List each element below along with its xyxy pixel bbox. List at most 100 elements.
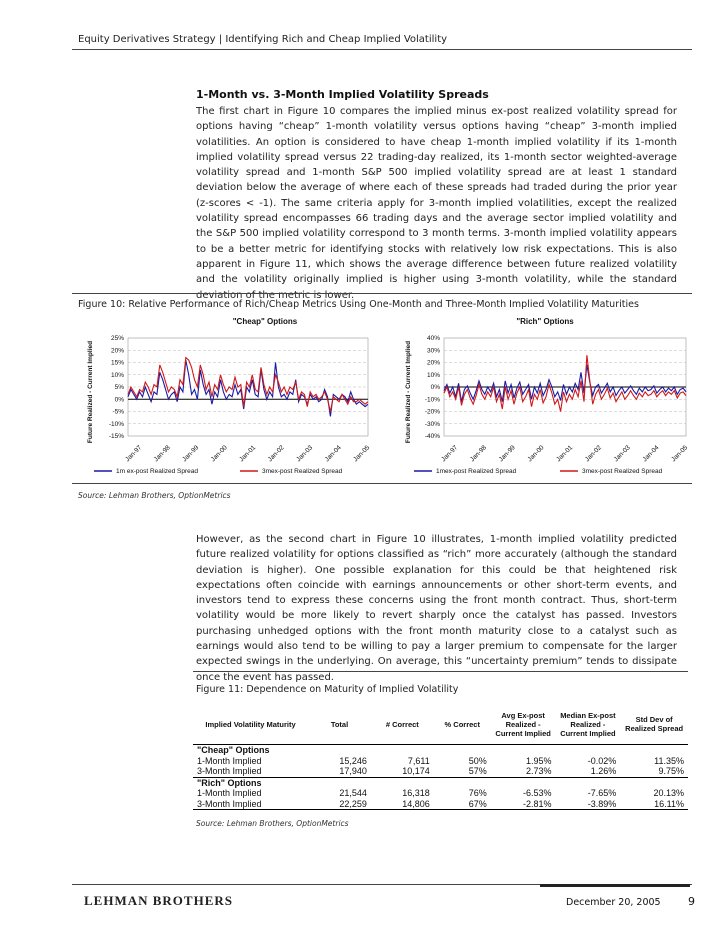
y-tick-label: 0% bbox=[115, 396, 125, 403]
legend-label: 3mex-post Realized Spread bbox=[262, 468, 343, 475]
col-header: Total bbox=[330, 719, 349, 729]
cell-pct-correct: 76% bbox=[468, 788, 487, 798]
footer-accent-bar bbox=[540, 884, 690, 887]
figure-10-caption: Figure 10: Relative Performance of Rich/… bbox=[78, 299, 639, 310]
table-header-row: Implied Volatility Maturity Total # Corr… bbox=[193, 704, 688, 745]
table-row: 1-Month Implied 21,544 16,318 76% -6.53%… bbox=[193, 788, 688, 799]
figure-11-rule bbox=[193, 671, 688, 672]
lehman-brothers-logo: LEHMAN BROTHERS bbox=[84, 893, 233, 908]
x-tick-label: Jan-00 bbox=[527, 444, 546, 463]
row-label: 3-Month Implied bbox=[193, 798, 309, 810]
y-axis-label: Future Realized - Current Implied bbox=[87, 341, 94, 443]
cell-pct-correct: 57% bbox=[468, 766, 487, 776]
group-label: "Cheap" Options bbox=[193, 744, 688, 756]
footer-date: December 20, 2005 bbox=[566, 897, 661, 908]
rich-options-chart: "Rich" Options Future Realized - Current… bbox=[405, 317, 690, 475]
x-tick-label: Jan-98 bbox=[469, 444, 488, 463]
cell-std: 9.75% bbox=[658, 766, 684, 776]
figure-10-top-rule bbox=[72, 293, 692, 294]
x-tick-label: Jan-05 bbox=[670, 444, 689, 463]
cell-median: 1.26% bbox=[590, 766, 617, 776]
page-number: 9 bbox=[688, 895, 695, 908]
row-label: 3-Month Implied bbox=[197, 766, 262, 776]
figure-11-table: Implied Volatility Maturity Total # Corr… bbox=[193, 704, 688, 810]
group-header-row: "Rich" Options bbox=[193, 776, 688, 788]
y-axis-label: Future Realized - Current Implied bbox=[405, 341, 412, 443]
y-tick-label: 0% bbox=[431, 384, 441, 391]
cell-total: 22,259 bbox=[308, 798, 371, 810]
figure-11-source: Source: Lehman Brothers, OptionMetrics bbox=[196, 819, 349, 828]
y-tick-label: -20% bbox=[425, 409, 440, 416]
row-label: 1-Month Implied bbox=[197, 755, 262, 766]
series-line-1 bbox=[443, 364, 687, 402]
cell-total: 17,940 bbox=[339, 766, 367, 776]
cell-correct: 10,174 bbox=[402, 766, 430, 776]
legend-label: 3mex-post Realized Spread bbox=[582, 468, 663, 475]
cell-std: 16.11% bbox=[620, 798, 688, 810]
x-tick-label: Jan-04 bbox=[324, 444, 343, 463]
x-tick-label: Jan-01 bbox=[238, 444, 257, 463]
x-tick-label: Jan-97 bbox=[440, 444, 459, 463]
running-header: Equity Derivatives Strategy | Identifyin… bbox=[78, 34, 448, 45]
figure-11-caption: Figure 11: Dependence on Maturity of Imp… bbox=[196, 684, 459, 695]
cell-median: -3.89% bbox=[555, 798, 621, 810]
table-row: 1-Month Implied 15,246 7,611 50% 1.95% -… bbox=[193, 756, 688, 767]
y-tick-label: 30% bbox=[427, 347, 440, 354]
footer-rule bbox=[72, 884, 692, 885]
y-tick-label: -30% bbox=[425, 421, 440, 428]
cell-pct-correct: 50% bbox=[468, 755, 487, 766]
cell-avg: -2.81% bbox=[490, 798, 556, 810]
table-row: 3-Month Implied 17,940 10,174 57% 2.73% … bbox=[193, 766, 688, 777]
cell-std: 11.35% bbox=[654, 755, 684, 766]
y-tick-label: -5% bbox=[112, 409, 124, 416]
cell-avg: 1.95% bbox=[526, 755, 552, 766]
group-header-row: "Cheap" Options bbox=[193, 744, 688, 756]
cell-avg: 2.73% bbox=[526, 766, 552, 776]
y-tick-label: 40% bbox=[427, 335, 440, 342]
x-tick-label: Jan-02 bbox=[584, 444, 603, 463]
x-tick-label: Jan-98 bbox=[153, 444, 172, 463]
y-tick-label: 5% bbox=[115, 384, 125, 391]
x-tick-label: Jan-99 bbox=[498, 444, 517, 463]
legend-label: 1mex-post Realized Spread bbox=[436, 468, 517, 475]
x-tick-label: Jan-97 bbox=[124, 444, 143, 463]
cell-correct: 7,611 bbox=[407, 755, 430, 766]
y-tick-label: 15% bbox=[111, 360, 124, 367]
col-header: Implied Volatility Maturity bbox=[205, 719, 296, 729]
x-tick-label: Jan-03 bbox=[613, 444, 632, 463]
x-tick-label: Jan-04 bbox=[642, 444, 661, 463]
chart-title: "Rich" Options bbox=[516, 317, 574, 326]
cheap-options-chart: "Cheap" Options Future Realized - Curren… bbox=[87, 317, 372, 475]
y-tick-label: 20% bbox=[427, 360, 440, 367]
paragraph-2: However, as the second chart in Figure 1… bbox=[196, 534, 677, 683]
y-tick-label: 20% bbox=[111, 347, 124, 354]
cell-median: -0.02% bbox=[587, 755, 617, 766]
col-header: % Correct bbox=[444, 719, 480, 729]
col-header: Std Dev of Realized Spread bbox=[625, 715, 684, 733]
group-label: "Rich" Options bbox=[193, 776, 688, 788]
col-header: # Correct bbox=[385, 719, 419, 729]
paragraph-1: The first chart in Figure 10 compares th… bbox=[196, 106, 677, 301]
y-tick-label: -40% bbox=[425, 433, 440, 440]
series-line-2 bbox=[127, 356, 369, 412]
table-row: 3-Month Implied 22,259 14,806 67% -2.81%… bbox=[193, 798, 688, 810]
x-tick-label: Jan-03 bbox=[295, 444, 314, 463]
y-tick-label: -10% bbox=[425, 396, 440, 403]
cell-median: -7.65% bbox=[587, 788, 617, 798]
figure-10-bottom-rule bbox=[72, 483, 692, 484]
figure-10-source: Source: Lehman Brothers, OptionMetrics bbox=[78, 491, 231, 500]
cell-total: 21,544 bbox=[339, 788, 367, 798]
x-tick-label: Jan-99 bbox=[181, 444, 200, 463]
row-label: 1-Month Implied bbox=[197, 788, 262, 798]
cell-total: 15,246 bbox=[339, 755, 367, 766]
cell-std: 20.13% bbox=[653, 788, 684, 798]
header-rule bbox=[72, 49, 692, 50]
section-title: 1-Month vs. 3-Month Implied Volatility S… bbox=[196, 88, 489, 101]
series-line-1 bbox=[127, 359, 369, 417]
x-tick-label: Jan-05 bbox=[352, 444, 371, 463]
chart-title: "Cheap" Options bbox=[233, 317, 298, 326]
series-line-2 bbox=[443, 355, 687, 412]
cell-pct-correct: 67% bbox=[433, 798, 491, 810]
x-tick-label: Jan-02 bbox=[267, 444, 286, 463]
legend-label: 1m ex-post Realized Spread bbox=[116, 468, 198, 475]
